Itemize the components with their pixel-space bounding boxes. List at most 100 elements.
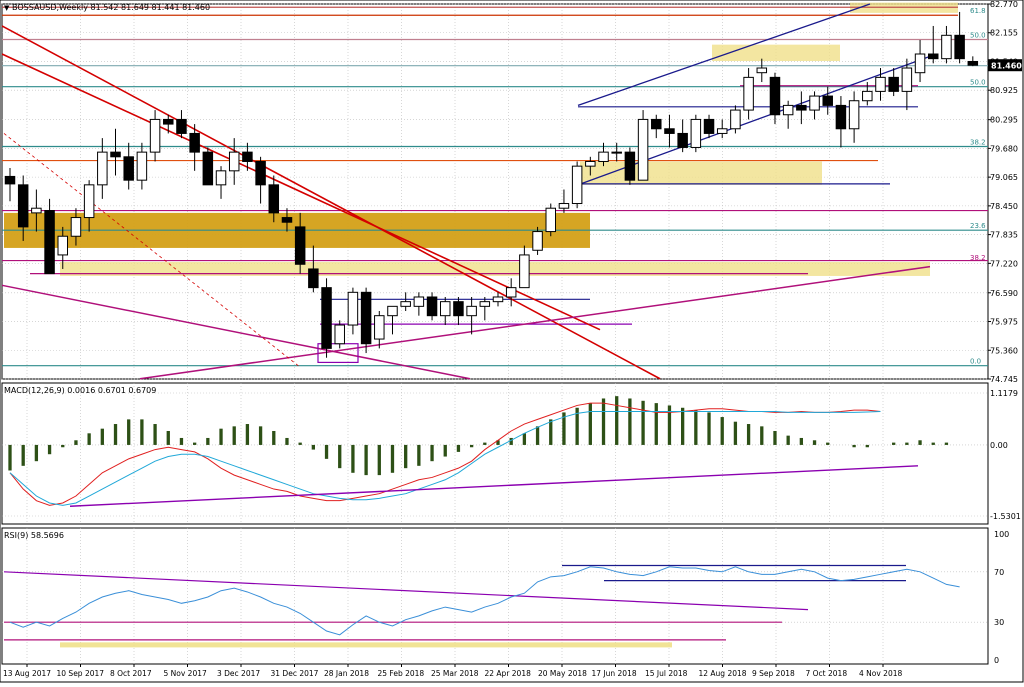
candle bbox=[83, 180, 95, 232]
y-tick-label: 82.155 bbox=[990, 29, 1018, 38]
macd-histogram-bar bbox=[338, 444, 342, 469]
macd-histogram-bar bbox=[549, 419, 553, 445]
candle bbox=[228, 138, 240, 185]
candle-bear bbox=[123, 156, 134, 181]
macd-line bbox=[9, 402, 881, 506]
candle-bull bbox=[519, 254, 530, 289]
candle-bear bbox=[281, 217, 293, 223]
macd-histogram-bar bbox=[390, 444, 395, 473]
x-tick-label: 25 Feb 2018 bbox=[378, 669, 425, 678]
candle bbox=[426, 292, 438, 321]
fib-label: 50.0 bbox=[970, 32, 986, 40]
candle-bear bbox=[202, 151, 214, 186]
macd-histogram-bar bbox=[324, 444, 329, 459]
candle bbox=[875, 68, 886, 101]
candle bbox=[690, 114, 702, 153]
candle bbox=[294, 212, 306, 274]
candle-bull bbox=[413, 296, 425, 307]
candle bbox=[862, 82, 873, 106]
collapse-arrow: ▼ bbox=[4, 4, 10, 12]
macd-histogram-bar bbox=[601, 398, 606, 445]
candle-bull bbox=[809, 95, 820, 111]
macd-histogram-bar bbox=[496, 440, 500, 445]
candle-bull bbox=[848, 100, 860, 130]
macd-histogram-bar bbox=[193, 442, 197, 445]
trendline-red-dashed bbox=[3, 133, 301, 368]
candle bbox=[347, 287, 359, 335]
candle-bear bbox=[677, 132, 688, 148]
macd-histogram-bar bbox=[34, 444, 39, 462]
price-panel bbox=[1, 3, 989, 380]
zone-light-2 bbox=[580, 161, 822, 185]
candle-bull bbox=[492, 296, 504, 303]
fib-label: 38.2 bbox=[970, 254, 986, 262]
candle-bull bbox=[598, 151, 609, 162]
candle-bull bbox=[466, 305, 477, 317]
candle-bull bbox=[571, 165, 583, 205]
rsi-panel bbox=[1, 527, 989, 665]
rsi-y-label: 0 bbox=[994, 656, 999, 665]
candle-bear bbox=[822, 95, 833, 106]
candle bbox=[743, 68, 754, 120]
x-tick-label: 15 Jul 2018 bbox=[645, 669, 688, 678]
candle bbox=[110, 128, 121, 176]
candle bbox=[664, 114, 675, 148]
fib-label: 0.0 bbox=[970, 358, 981, 366]
macd-histogram-bar bbox=[905, 442, 909, 445]
x-tick-label: 9 Sep 2018 bbox=[752, 669, 795, 678]
macd-y-label: 0.00 bbox=[990, 441, 1008, 450]
candle-bear bbox=[426, 296, 438, 317]
y-tick-label: 82.770 bbox=[990, 0, 1018, 9]
zone-light-3 bbox=[712, 44, 840, 62]
candle-bull bbox=[228, 151, 240, 172]
candle bbox=[334, 320, 345, 349]
candle bbox=[730, 105, 741, 134]
candle bbox=[31, 189, 42, 232]
candle bbox=[716, 119, 728, 139]
current-price-label: 81.460 bbox=[991, 62, 1022, 71]
candle-bull bbox=[545, 207, 557, 233]
macd-title: MACD(12,26,9) 0.0016 0.6701 0.6709 bbox=[4, 386, 156, 395]
candle bbox=[123, 142, 134, 190]
macd-histogram-bar bbox=[641, 400, 645, 445]
macd-histogram-bar bbox=[127, 419, 131, 445]
candle-bear bbox=[242, 151, 253, 162]
candle bbox=[651, 114, 662, 139]
y-tick-label: 74.745 bbox=[990, 375, 1018, 384]
candle bbox=[479, 296, 491, 321]
candle-bear bbox=[967, 60, 979, 66]
candle-bear bbox=[255, 160, 266, 186]
candle-bull bbox=[637, 118, 649, 181]
rsi-line bbox=[9, 566, 960, 636]
candle-bear bbox=[954, 34, 965, 60]
candle bbox=[822, 86, 833, 115]
candle-bear bbox=[796, 104, 807, 111]
macd-histogram-bar bbox=[707, 412, 711, 445]
chart-title: BOSSAUSD,Weekly 81.542 81.649 81.441 81.… bbox=[12, 3, 210, 12]
candle bbox=[176, 110, 187, 139]
x-tick-label: 12 Aug 2018 bbox=[699, 669, 747, 678]
macd-histogram-bar bbox=[311, 444, 315, 450]
macd-histogram-bar bbox=[469, 444, 474, 448]
candle-bull bbox=[347, 291, 359, 326]
y-tick-label: 80.925 bbox=[990, 86, 1018, 95]
candle bbox=[585, 156, 596, 176]
candle-bull bbox=[149, 118, 161, 153]
y-tick-label: 75.975 bbox=[990, 318, 1018, 327]
macd-histogram-bar bbox=[667, 405, 672, 445]
macd-histogram-bar bbox=[812, 440, 817, 445]
fib-label: 38.2 bbox=[970, 139, 986, 147]
macd-histogram-bar bbox=[245, 424, 250, 445]
macd-histogram-bar bbox=[87, 433, 91, 445]
y-tick-label: 76.590 bbox=[990, 289, 1018, 298]
candle-bear bbox=[308, 268, 319, 289]
macd-histogram-bar bbox=[509, 437, 513, 445]
trendline-magenta-down bbox=[1, 284, 471, 380]
macd-histogram-bar bbox=[377, 444, 381, 476]
candle-bull bbox=[83, 184, 95, 219]
macd-histogram-bar bbox=[8, 444, 12, 471]
macd-histogram-bar bbox=[746, 424, 751, 445]
candle bbox=[189, 124, 200, 171]
macd-histogram-bar bbox=[74, 440, 78, 445]
